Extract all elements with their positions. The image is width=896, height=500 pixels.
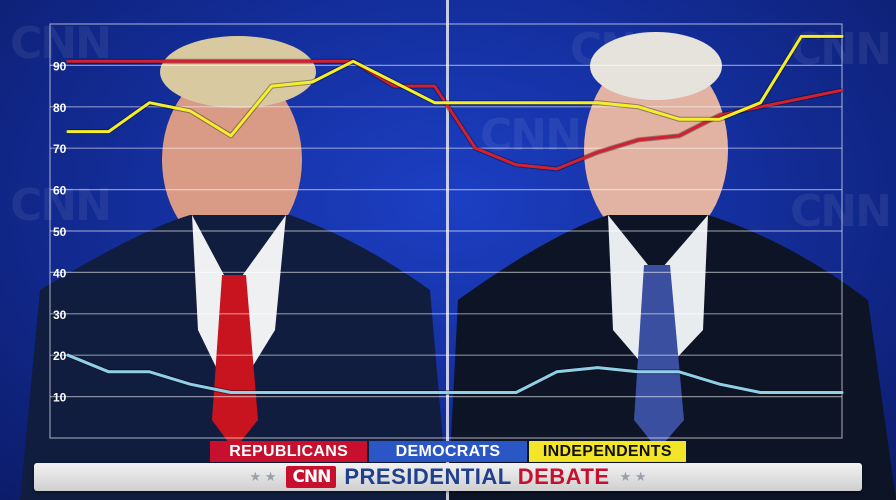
legend-republicans: REPUBLICANS (210, 441, 368, 462)
y-tick-label-80: 80 (53, 101, 67, 115)
y-tick-label-40: 40 (53, 266, 67, 280)
lower-third-banner: ★ ★ CNN PRESIDENTIAL DEBATE ★ ★ (34, 463, 862, 491)
banner-title-debate: DEBATE (517, 464, 610, 489)
network-logo: CNN (286, 466, 337, 488)
y-tick-label-50: 50 (53, 225, 67, 239)
y-tick-label-30: 30 (53, 308, 67, 322)
legend-democrats: DEMOCRATS (369, 441, 527, 462)
y-tick-label-60: 60 (53, 184, 67, 198)
y-tick-label-20: 20 (53, 349, 67, 363)
left-speaker-tie (212, 275, 258, 450)
background-watermark: CNN (10, 180, 112, 231)
right-speaker-silhouette (448, 32, 896, 500)
y-tick-label-70: 70 (53, 142, 67, 156)
split-divider (446, 0, 449, 500)
background-watermark: CNN (790, 24, 892, 75)
legend-independents: INDEPENDENTS (528, 441, 686, 462)
background-watermark: CNN (790, 186, 892, 237)
y-tick-label-10: 10 (53, 391, 67, 405)
series-line-democrats (66, 353, 844, 394)
y-tick-label-90: 90 (53, 59, 67, 73)
right-speaker-head (584, 52, 728, 248)
chart-legend: REPUBLICANS DEMOCRATS INDEPENDENTS (210, 441, 686, 462)
banner-title-presidential: PRESIDENTIAL (344, 464, 512, 489)
star-icon: ★ ★ (249, 469, 277, 484)
left-speaker-hair (160, 36, 316, 108)
right-speaker-tie (634, 265, 684, 450)
left-speaker-silhouette (20, 36, 448, 500)
star-icon: ★ ★ (619, 469, 647, 484)
background-watermark: CNN (480, 110, 582, 161)
series-line-independents (66, 34, 844, 138)
